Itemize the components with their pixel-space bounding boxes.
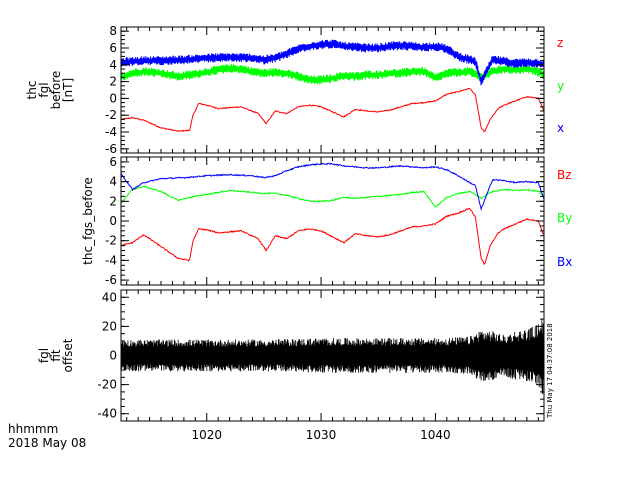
legend-By: By — [557, 211, 572, 225]
y-axis-label-line: before — [49, 71, 63, 110]
y-axis-label: thc_fgs_before — [81, 177, 95, 265]
legend-Bx: Bx — [557, 255, 572, 269]
y-tick-label: 0 — [109, 91, 117, 105]
y-tick-label: 40 — [102, 290, 117, 304]
y-tick-label: -20 — [97, 378, 117, 392]
x-tick-label: 1020 — [191, 428, 222, 442]
y-tick-label: 8 — [109, 24, 117, 38]
x-tick-label: 1040 — [420, 428, 451, 442]
y-axis-label-line: fit — [49, 349, 63, 362]
series-line-x — [121, 39, 544, 86]
y-tick-label: -40 — [97, 407, 117, 421]
y-tick-label: -6 — [105, 273, 117, 287]
series-line-By — [121, 185, 544, 208]
series-line-Bz — [121, 207, 544, 265]
legend-y: y — [557, 79, 564, 93]
footer-timestamp: Thu May 17 04:37:08 2018 — [546, 323, 554, 419]
y-tick-label: 4 — [109, 175, 117, 189]
y-tick-label: 4 — [109, 58, 117, 72]
series-offset-line — [121, 319, 544, 394]
series-line-y — [121, 63, 544, 85]
y-tick-label: -2 — [105, 234, 117, 248]
legend-Bz: Bz — [557, 168, 572, 182]
y-tick-label: 0 — [109, 214, 117, 228]
footer-line1: hhmmm — [8, 422, 58, 436]
legend-z: z — [557, 36, 563, 50]
y-tick-label: 6 — [109, 155, 117, 169]
x-tick-label: 1030 — [306, 428, 337, 442]
y-tick-label: 2 — [109, 194, 117, 208]
panel-2: -6 -4 -2 0 2 4 6 thc_fgs_before Bz By Bx — [81, 155, 572, 287]
y-axis-label-line: offset — [61, 338, 75, 372]
y-axis-label-line: [nT] — [61, 78, 75, 102]
y-tick-label: -4 — [105, 253, 117, 267]
footer-line2: 2018 May 08 — [8, 436, 86, 450]
series-line-Bx — [121, 162, 544, 212]
y-tick-label: -6 — [105, 142, 117, 156]
y-axis-label-line: fgl — [37, 348, 51, 363]
series-line-z — [121, 87, 544, 133]
y-tick-label: 2 — [109, 75, 117, 89]
y-axis-label-line: thc — [25, 81, 39, 100]
y-axis-label-line: thc_fgs_before — [81, 177, 95, 265]
y-tick-label: 6 — [109, 41, 117, 55]
y-tick-label: 20 — [102, 319, 117, 333]
y-axis-label-line: fgl — [37, 82, 51, 97]
y-tick-label: -4 — [105, 125, 117, 139]
panel-frame — [120, 156, 545, 286]
y-tick-label: 0 — [109, 349, 117, 363]
legend-x: x — [557, 121, 564, 135]
y-tick-label: -2 — [105, 108, 117, 122]
